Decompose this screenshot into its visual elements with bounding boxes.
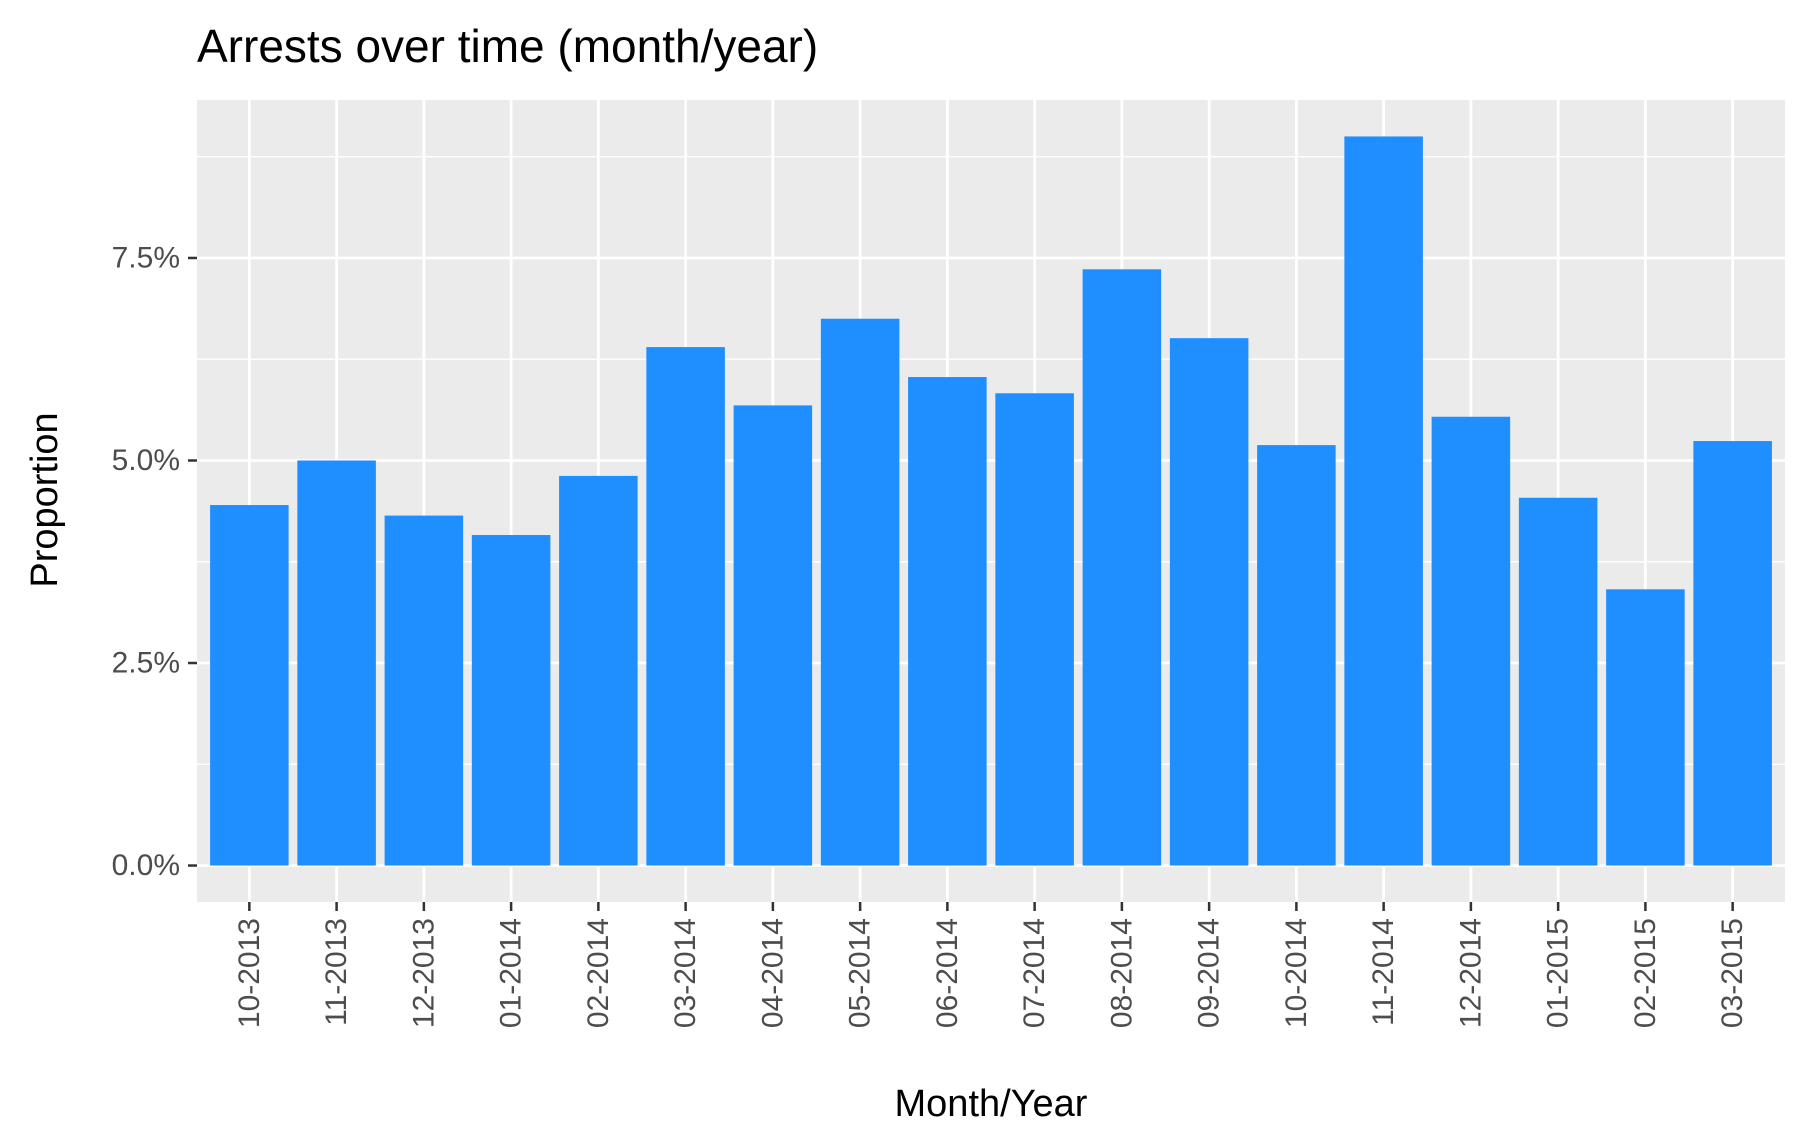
x-tick-label: 12-2014 <box>1454 918 1487 1028</box>
x-tick-label: 01-2014 <box>495 918 528 1028</box>
x-tick-label: 07-2014 <box>1018 918 1051 1028</box>
x-tick-label: 01-2015 <box>1542 918 1575 1028</box>
y-tick-label: 0.0% <box>112 849 180 882</box>
x-tick-label: 04-2014 <box>756 918 789 1028</box>
x-tick-label: 12-2013 <box>407 918 440 1028</box>
bar <box>297 460 376 866</box>
x-axis-title: Month/Year <box>895 1083 1088 1125</box>
bars <box>210 136 1772 866</box>
bar <box>908 377 987 866</box>
bar <box>384 515 464 866</box>
bar <box>1431 416 1511 866</box>
x-tick-label: 03-2015 <box>1716 918 1749 1028</box>
y-axis-title: Proportion <box>24 412 66 587</box>
bar <box>1344 136 1423 866</box>
x-tick-label: 11-2013 <box>320 918 353 1026</box>
x-tick-label: 03-2014 <box>669 918 702 1028</box>
x-tick-label: 02-2015 <box>1629 918 1662 1028</box>
bar <box>471 535 551 866</box>
x-tick-label: 02-2014 <box>582 918 615 1028</box>
bar <box>210 505 289 866</box>
y-tick-label: 7.5% <box>112 241 180 274</box>
bar <box>646 347 725 866</box>
bar <box>733 405 813 866</box>
x-tick-label: 06-2014 <box>931 918 964 1028</box>
x-tick-label: 10-2014 <box>1280 918 1313 1028</box>
bar <box>1169 338 1249 866</box>
bar <box>1693 441 1772 866</box>
x-tick-label: 10-2013 <box>233 918 266 1028</box>
y-tick-label: 2.5% <box>112 647 180 680</box>
bar <box>559 475 638 866</box>
y-axis: 0.0% 2.5% 5.0% 7.5% <box>112 241 197 882</box>
bar <box>995 393 1074 866</box>
x-tick-label: 08-2014 <box>1105 918 1138 1028</box>
bar <box>1082 269 1162 866</box>
x-tick-label: 05-2014 <box>844 918 877 1028</box>
x-axis: 10-2013 11-2013 12-2013 01-2014 02-2014 03-20… <box>233 902 1749 1028</box>
y-tick-label: 5.0% <box>112 444 180 477</box>
bar <box>1518 497 1598 866</box>
bar <box>820 318 900 866</box>
x-tick-label: 11-2014 <box>1367 918 1400 1026</box>
x-tick-label: 09-2014 <box>1193 918 1226 1028</box>
bar <box>1257 445 1336 866</box>
chart-title: Arrests over time (month/year) <box>197 20 818 72</box>
bar <box>1606 589 1685 866</box>
